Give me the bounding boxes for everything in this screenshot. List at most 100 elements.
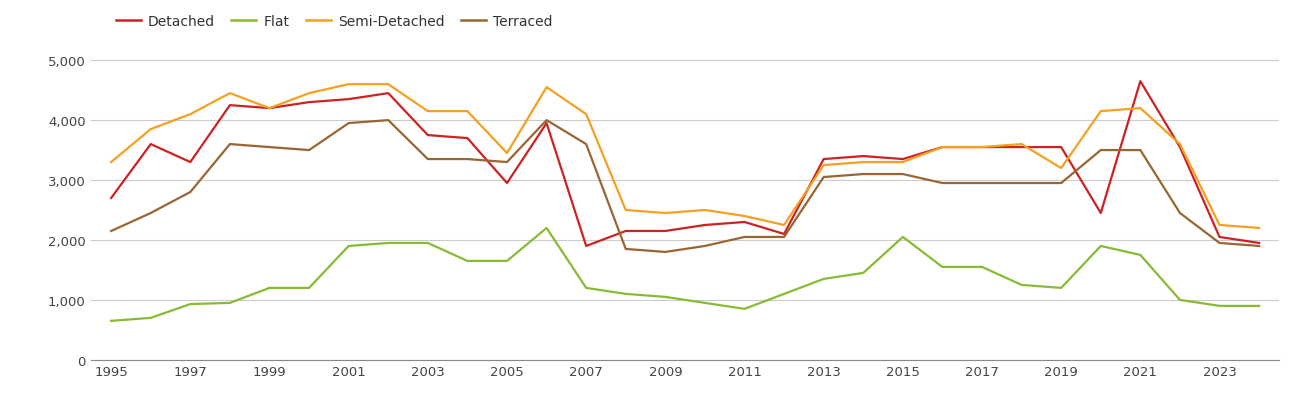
Flat [222,301,238,306]
Detached [222,103,238,108]
Semi-Detached [144,127,159,132]
Detached [737,220,753,225]
Terraced [539,118,555,123]
Detached [262,106,278,111]
Flat [1014,283,1030,288]
Semi-Detached [1251,226,1267,231]
Terraced [578,142,594,147]
Semi-Detached [697,208,713,213]
Terraced [301,148,317,153]
Detached [144,142,159,147]
Legend: Detached, Flat, Semi-Detached, Terraced: Detached, Flat, Semi-Detached, Terraced [110,9,559,34]
Terraced [183,190,198,195]
Terraced [776,235,792,240]
Semi-Detached [816,163,831,168]
Terraced [895,172,911,177]
Detached [658,229,673,234]
Semi-Detached [301,92,317,97]
Semi-Detached [776,223,792,228]
Terraced [1053,181,1069,186]
Flat [1053,286,1069,291]
Flat [459,259,475,264]
Flat [1133,253,1148,258]
Terraced [144,211,159,216]
Flat [420,241,436,246]
Detached [816,157,831,162]
Detached [856,154,872,159]
Line: Terraced: Terraced [111,121,1259,252]
Flat [144,316,159,321]
Flat [183,302,198,307]
Flat [697,301,713,306]
Flat [341,244,356,249]
Flat [1251,303,1267,308]
Detached [1251,241,1267,246]
Terraced [619,247,634,252]
Terraced [934,181,950,186]
Line: Flat: Flat [111,228,1259,321]
Semi-Detached [539,85,555,90]
Detached [697,223,713,228]
Terraced [459,157,475,162]
Terraced [1094,148,1109,153]
Semi-Detached [934,145,950,150]
Terraced [856,172,872,177]
Semi-Detached [1172,142,1188,147]
Flat [816,277,831,282]
Semi-Detached [619,208,634,213]
Semi-Detached [420,109,436,114]
Semi-Detached [459,109,475,114]
Semi-Detached [1212,223,1228,228]
Detached [975,145,990,150]
Terraced [1172,211,1188,216]
Flat [975,265,990,270]
Terraced [1014,181,1030,186]
Detached [1053,145,1069,150]
Semi-Detached [1053,166,1069,171]
Detached [183,160,198,165]
Line: Semi-Detached: Semi-Detached [111,85,1259,228]
Semi-Detached [975,145,990,150]
Terraced [103,229,119,234]
Terraced [1133,148,1148,153]
Semi-Detached [1133,106,1148,111]
Flat [895,235,911,240]
Semi-Detached [578,112,594,117]
Detached [1094,211,1109,216]
Terraced [381,118,397,123]
Semi-Detached [103,160,119,165]
Detached [103,196,119,201]
Detached [578,244,594,249]
Detached [1133,79,1148,84]
Detached [459,136,475,141]
Flat [1172,298,1188,303]
Detached [381,92,397,97]
Terraced [975,181,990,186]
Detached [1212,235,1228,240]
Terraced [341,121,356,126]
Flat [737,307,753,312]
Flat [934,265,950,270]
Detached [619,229,634,234]
Detached [776,232,792,237]
Terraced [262,145,278,150]
Semi-Detached [381,83,397,88]
Flat [381,241,397,246]
Terraced [1251,244,1267,249]
Terraced [222,142,238,147]
Semi-Detached [856,160,872,165]
Semi-Detached [658,211,673,216]
Semi-Detached [183,112,198,117]
Flat [262,286,278,291]
Flat [619,292,634,297]
Detached [1014,145,1030,150]
Semi-Detached [222,92,238,97]
Flat [856,271,872,276]
Terraced [420,157,436,162]
Semi-Detached [1014,142,1030,147]
Flat [500,259,515,264]
Semi-Detached [341,83,356,88]
Terraced [816,175,831,180]
Semi-Detached [1094,109,1109,114]
Detached [500,181,515,186]
